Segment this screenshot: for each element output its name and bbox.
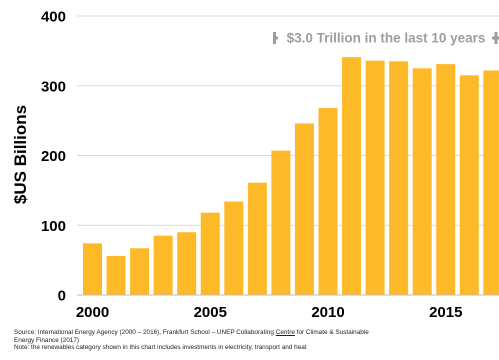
bar — [83, 243, 102, 295]
annotation: $3.0 Trillion in the last 10 years — [273, 28, 499, 48]
bar — [247, 182, 267, 295]
bar — [294, 123, 314, 295]
bar — [483, 70, 499, 295]
bar — [177, 232, 197, 295]
y-tick-label: 400 — [41, 9, 66, 26]
source-line-1: Source: International Energy Agency (200… — [14, 329, 494, 337]
bar — [106, 255, 126, 295]
bar — [436, 64, 456, 295]
bars — [83, 57, 499, 296]
bar — [271, 150, 291, 295]
y-tick-label: 100 — [41, 218, 66, 235]
x-tick-labels: 2000 2005 2010 2015 — [76, 304, 463, 321]
source-underlined-word: Centre — [275, 329, 295, 336]
source-text-end: for Climate & Sustainable — [294, 329, 369, 336]
bar — [412, 68, 432, 295]
source-line-2: Energy Finance (2017) — [14, 336, 80, 344]
bar — [224, 201, 244, 295]
x-tick-label: 2015 — [429, 304, 462, 321]
bar — [365, 60, 385, 295]
bar — [389, 61, 409, 296]
x-tick-label: 2005 — [194, 304, 227, 321]
bar — [318, 108, 338, 295]
note-line: Note: the renewables category shown in t… — [14, 344, 307, 352]
bar — [342, 57, 362, 296]
x-tick-label: 2010 — [311, 304, 344, 321]
annotation-label-background — [278, 28, 492, 48]
source-text: Source: International Energy Agency (200… — [14, 329, 276, 336]
x-tick-label: 2000 — [76, 304, 109, 321]
y-axis-label: $US Billions — [11, 105, 30, 204]
y-tick-label: 200 — [41, 148, 66, 165]
y-tick-labels: 0 100 200 300 400 — [41, 9, 66, 305]
source-notes: Source: International Energy Agency (200… — [14, 329, 494, 352]
bar — [153, 235, 173, 295]
bar — [459, 75, 479, 295]
y-tick-label: 0 — [58, 288, 66, 305]
annotation-label: $3.0 Trillion in the last 10 years — [287, 31, 486, 46]
y-tick-label: 300 — [41, 78, 66, 95]
bar — [200, 212, 220, 295]
bar — [130, 248, 150, 295]
